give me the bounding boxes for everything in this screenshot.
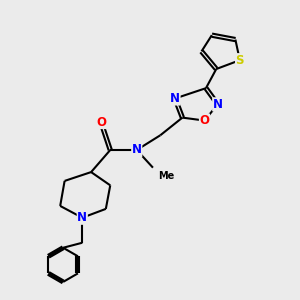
Text: O: O <box>96 116 106 128</box>
Text: S: S <box>236 54 244 67</box>
Text: Me: Me <box>158 171 175 181</box>
Text: N: N <box>77 211 87 224</box>
Text: N: N <box>170 92 180 105</box>
Text: N: N <box>132 143 142 157</box>
Text: N: N <box>213 98 223 111</box>
Text: O: O <box>200 114 209 127</box>
